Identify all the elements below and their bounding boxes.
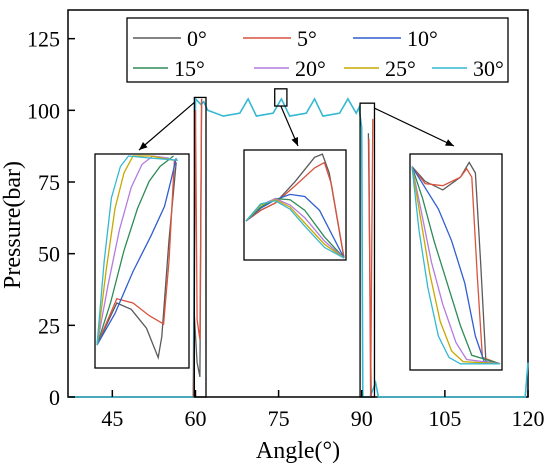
x-tick-label: 60 [184,406,206,431]
y-tick-label: 0 [49,385,60,410]
y-tick-label: 125 [27,27,60,52]
inset-middle [243,149,347,261]
x-tick-label: 105 [428,406,461,431]
x-tick-label: 120 [512,406,545,431]
inset-series-30deg [96,155,179,346]
zoom-region-box [193,96,207,398]
inset-series-10deg [245,193,345,259]
inset-frame [409,153,503,371]
x-axis-label: Angle(°) [256,438,340,464]
x-tick-label: 90 [351,406,373,431]
x-tick-label: 75 [268,406,290,431]
inset-series-10deg [96,157,177,346]
inset-series-15deg [245,197,345,259]
legend-frame [126,17,509,83]
y-tick-label: 75 [38,170,60,195]
inset-series-5deg [96,160,176,346]
plot-area-frame [67,9,529,398]
inset-series-10deg [411,166,501,365]
inset-frame [94,153,190,369]
inset-series-25deg [245,198,345,259]
zoom-arrow-head [291,137,298,146]
zoom-arrow [138,101,195,151]
inset-series-25deg [96,155,174,346]
inset-series-25deg [411,166,501,365]
legend: 0° 5° 10° 15° 20° 25° 30° [126,17,509,83]
inset-layer [94,149,503,371]
zoom-arrow-head [139,141,148,150]
zoom-arrow-head [445,139,454,146]
inset-right [409,153,503,371]
legend-entry-label: 0° [187,26,207,51]
series-line-5deg [368,118,374,398]
zoom-arrow [374,107,455,147]
legend-entry-label: 5° [297,26,317,51]
inset-series-30deg [245,200,345,259]
inset-series-15deg [96,155,174,346]
y-tick-label: 25 [38,313,60,338]
inset-left [94,153,190,369]
legend-entry-label: 30° [473,56,504,81]
inset-series-30deg [411,166,500,365]
y-tick-label: 50 [38,242,60,267]
zoom-layer [138,88,455,398]
legend-entry-label: 20° [295,56,326,81]
y-tick-label: 100 [27,98,60,123]
inset-series-5deg [411,166,501,365]
inset-series-20deg [411,166,501,365]
legend-entry-label: 15° [174,56,205,81]
tick-layer: 45 60 75 90 105 120 0 25 50 75 100 125 [27,27,545,431]
zoom-region-box [274,88,288,107]
legend-entry-label: 25° [385,56,416,81]
inset-series-15deg [411,166,501,365]
legend-entry-label: 10° [407,26,438,51]
zoom-region-box [359,102,376,398]
plot-frame-layer [67,9,529,398]
x-tick-label: 45 [101,406,123,431]
y-axis-label: Pressure(bar) [0,161,26,289]
inset-series-5deg [245,161,345,259]
